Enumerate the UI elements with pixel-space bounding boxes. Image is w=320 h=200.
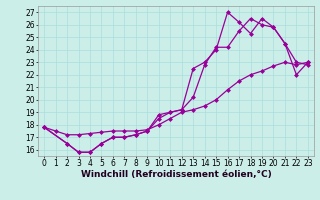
X-axis label: Windchill (Refroidissement éolien,°C): Windchill (Refroidissement éolien,°C) [81, 170, 271, 179]
